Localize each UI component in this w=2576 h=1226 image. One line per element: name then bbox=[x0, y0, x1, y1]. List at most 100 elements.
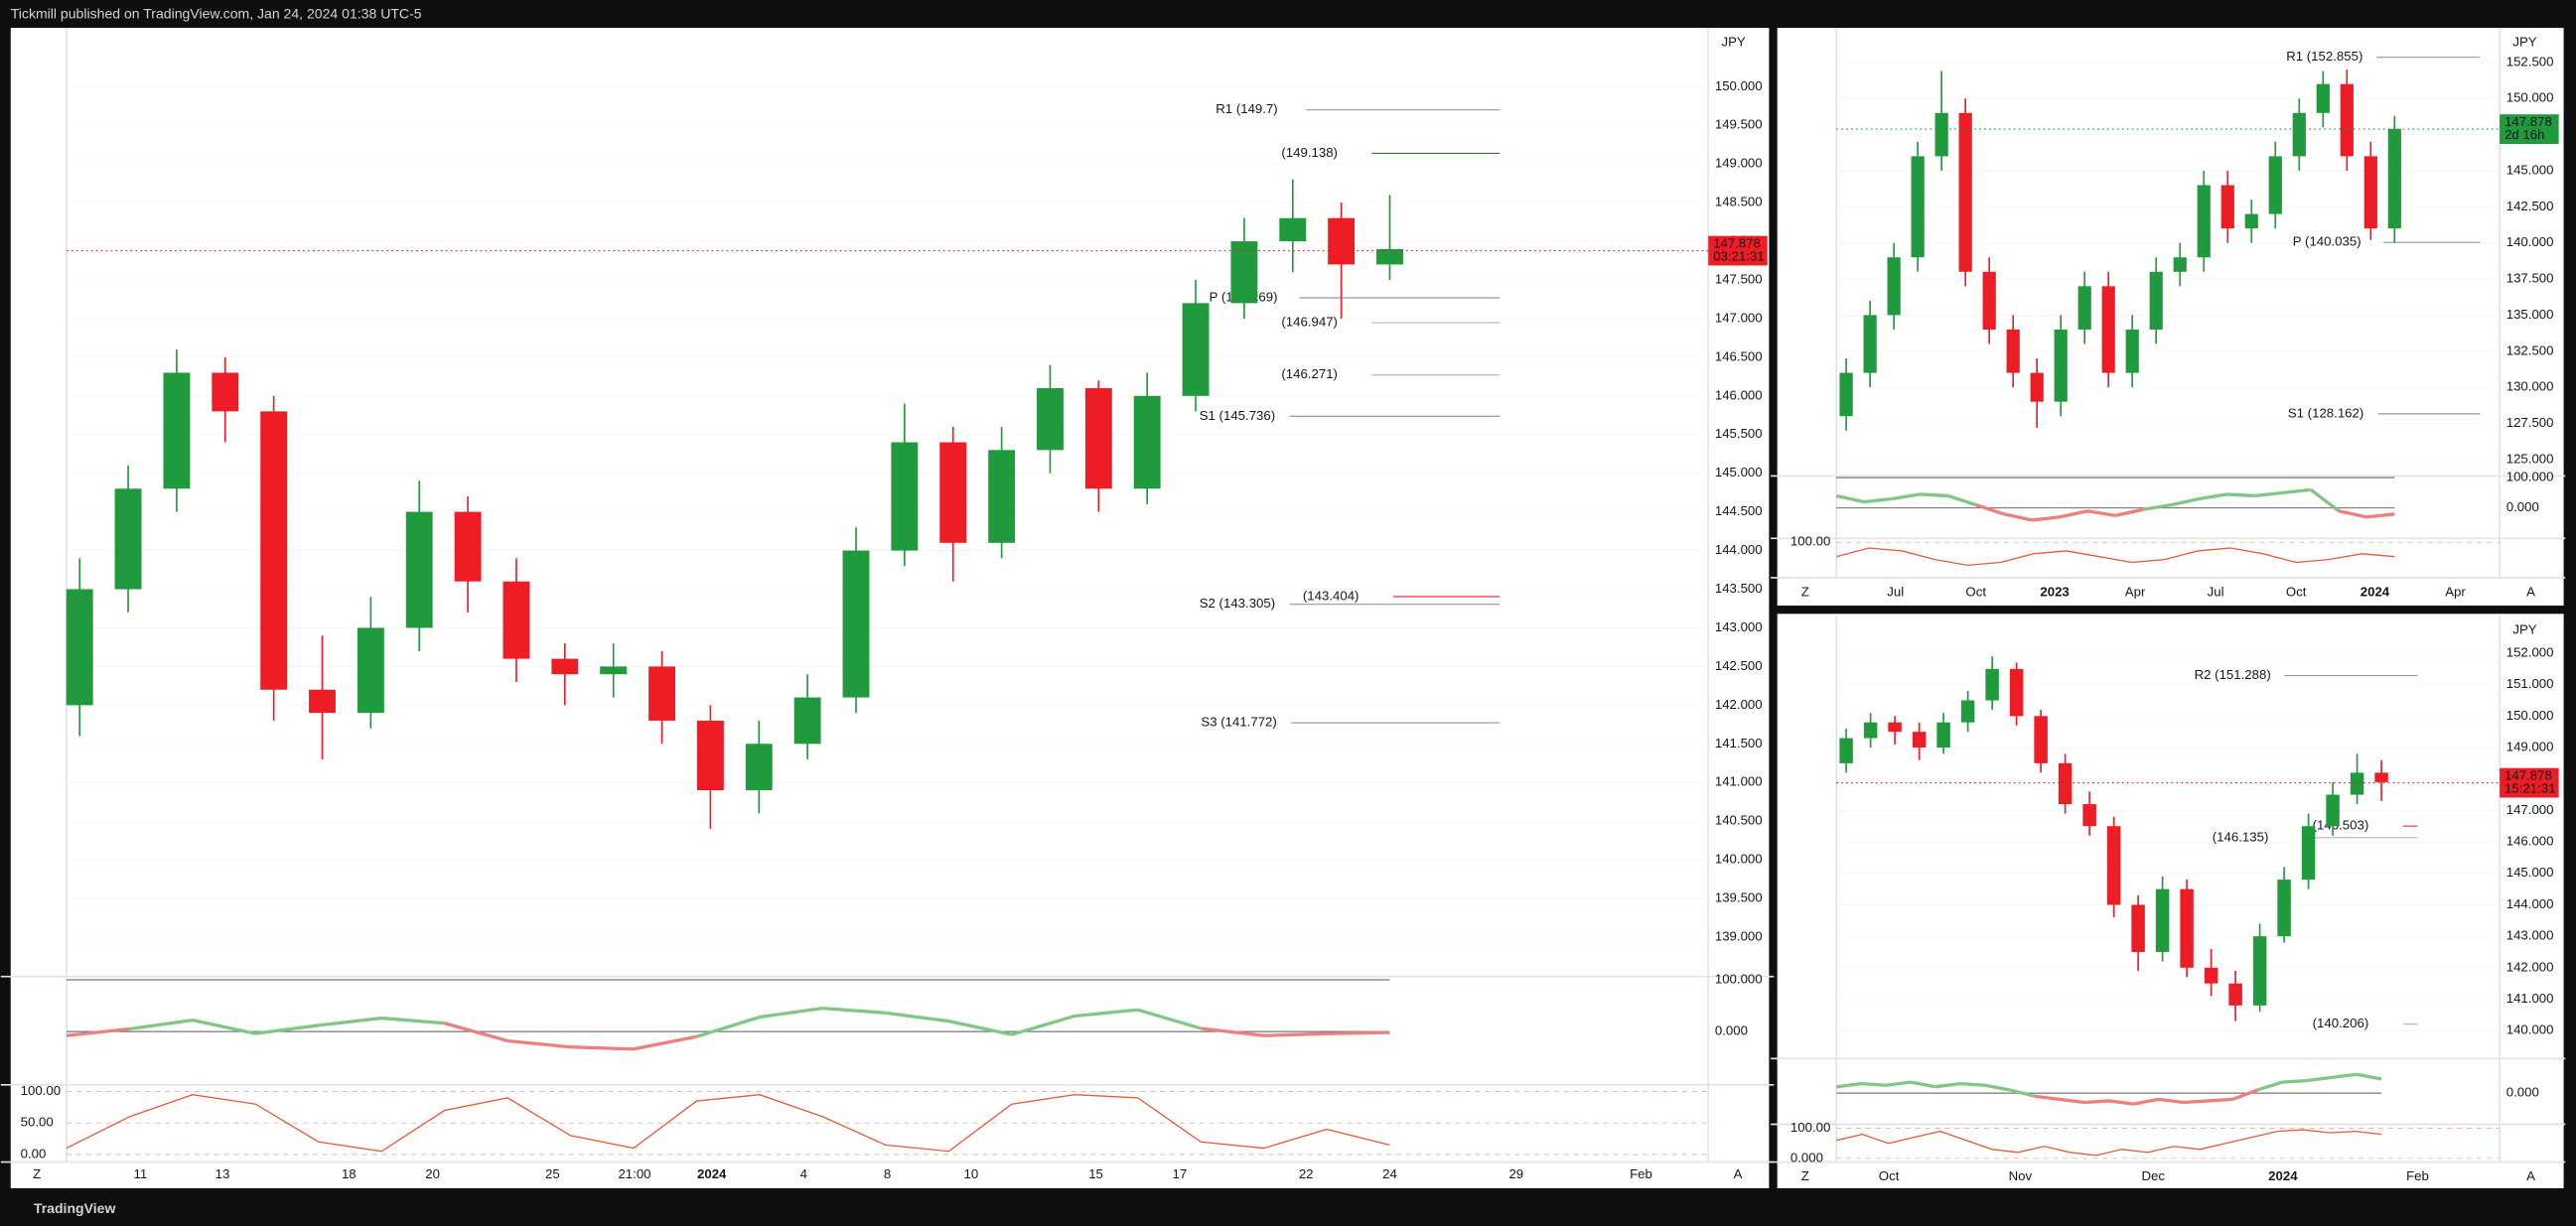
candle-body bbox=[1936, 722, 1950, 749]
brand: TradingView bbox=[34, 1200, 116, 1216]
osc-segment bbox=[2114, 507, 2144, 517]
osc-segment bbox=[885, 1011, 949, 1023]
pivot-label: R1 (152.855) bbox=[2286, 49, 2362, 64]
candle-body bbox=[1839, 372, 1853, 417]
daily-panel bbox=[1777, 613, 2564, 1188]
osc-segment bbox=[633, 1034, 697, 1051]
x-tick-label: Jul bbox=[2208, 584, 2224, 599]
candle-body bbox=[1863, 315, 1877, 373]
x-tick-label: 8 bbox=[884, 1166, 891, 1181]
x-tick-label: Oct bbox=[1965, 584, 1986, 599]
osc-segment bbox=[1864, 496, 1893, 504]
osc-segment bbox=[381, 1016, 445, 1025]
y-tick-label: 141.000 bbox=[1715, 774, 1763, 789]
stoch-line bbox=[66, 1094, 1390, 1153]
stoch-tick-label: 50.00 bbox=[21, 1115, 54, 1130]
candle-body bbox=[502, 581, 530, 659]
osc-segment bbox=[192, 1019, 256, 1035]
x-tick-label: 2024 bbox=[2361, 584, 2390, 599]
price-tag-countdown: 2d 16h bbox=[2504, 127, 2544, 142]
x-tick-label: 2024 bbox=[697, 1166, 727, 1181]
pivot-label: S1 (145.736) bbox=[1200, 408, 1275, 423]
x-tick-label: 4 bbox=[800, 1166, 807, 1181]
candle-body bbox=[2252, 936, 2267, 1006]
y-tick-label: 142.500 bbox=[2506, 199, 2554, 213]
osc-segment bbox=[2307, 1075, 2333, 1083]
x-tick-label: Dec bbox=[2142, 1168, 2166, 1183]
stoch-line bbox=[1836, 1129, 2382, 1157]
x-tick-label: Nov bbox=[2009, 1168, 2033, 1183]
y-tick-label: 139.500 bbox=[1715, 890, 1763, 905]
y-tick-label: 143.000 bbox=[1715, 619, 1763, 634]
osc-segment bbox=[1200, 1026, 1264, 1037]
osc-segment bbox=[2254, 490, 2284, 498]
candle-body bbox=[1960, 700, 1975, 723]
osc-segment bbox=[759, 1007, 823, 1020]
osc-segment bbox=[1934, 1082, 1961, 1089]
candle-body bbox=[1328, 217, 1356, 265]
candle-body bbox=[2155, 888, 2170, 952]
pivot-label: (143.404) bbox=[1303, 588, 1360, 603]
candle-body bbox=[745, 744, 773, 791]
candle-body bbox=[648, 666, 675, 721]
x-tick-label: 13 bbox=[215, 1166, 230, 1181]
y-tick-label: 142.500 bbox=[1715, 658, 1763, 673]
y-tick-label: 152.500 bbox=[2506, 54, 2554, 68]
x-tick-label: Apr bbox=[2125, 584, 2146, 599]
osc-segment bbox=[66, 1026, 130, 1037]
y-tick-label: 145.000 bbox=[2506, 162, 2554, 177]
osc-segment bbox=[1074, 1008, 1138, 1019]
x-tick-label: 2023 bbox=[2040, 584, 2069, 599]
candle-body bbox=[2340, 83, 2354, 157]
osc-tick-label: 100.000 bbox=[2506, 470, 2554, 484]
osc-segment bbox=[318, 1016, 382, 1027]
price-tag-countdown: 03:21:31 bbox=[1713, 249, 1764, 264]
axis-button: Z bbox=[1801, 584, 1809, 599]
candle-body bbox=[1084, 388, 1112, 489]
candle-body bbox=[2197, 185, 2211, 258]
x-tick-label: 15 bbox=[1088, 1166, 1103, 1181]
candle-body bbox=[1133, 395, 1161, 489]
candle-body bbox=[2034, 716, 2048, 763]
candle-body bbox=[212, 372, 239, 412]
candle-body bbox=[2204, 967, 2218, 984]
osc-segment bbox=[1885, 1080, 1912, 1087]
x-tick-label: 2024 bbox=[2268, 1168, 2298, 1183]
osc-tick-label: 0.000 bbox=[1715, 1023, 1748, 1038]
osc-segment bbox=[2282, 1078, 2308, 1084]
osc-segment bbox=[1920, 492, 1948, 498]
axis-button: Z bbox=[1801, 1168, 1809, 1183]
candle-body bbox=[357, 627, 384, 714]
osc-segment bbox=[2231, 1088, 2258, 1101]
y-tick-label: 144.000 bbox=[2506, 896, 2554, 911]
osc-segment bbox=[1910, 1080, 1936, 1089]
candle-body bbox=[163, 372, 191, 489]
candle-body bbox=[2006, 329, 2020, 373]
y-tick-label: 140.000 bbox=[1715, 852, 1763, 867]
candle-body bbox=[1230, 241, 1258, 304]
osc-segment bbox=[2199, 492, 2227, 501]
x-tick-label: 20 bbox=[425, 1166, 440, 1181]
candle-body bbox=[1279, 217, 1307, 242]
y-tick-label: 137.500 bbox=[2506, 271, 2554, 286]
y-tick-label: 135.000 bbox=[2506, 307, 2554, 322]
price-tag-value: 147.878 bbox=[1713, 235, 1761, 250]
candle-body bbox=[2277, 880, 2291, 937]
candle-body bbox=[2077, 286, 2091, 330]
candle-body bbox=[1982, 271, 1996, 330]
candle-body bbox=[309, 689, 336, 714]
candle-body bbox=[2350, 772, 2364, 795]
y-tick-label: 146.500 bbox=[1715, 348, 1763, 363]
osc-segment bbox=[2031, 515, 2061, 522]
pivot-label: (146.503) bbox=[2313, 818, 2369, 833]
osc-segment bbox=[2133, 1097, 2159, 1106]
candle-body bbox=[2268, 156, 2282, 214]
y-tick-label: 150.000 bbox=[2506, 90, 2554, 105]
x-tick-label: 29 bbox=[1508, 1166, 1523, 1181]
candle-body bbox=[1037, 388, 1064, 451]
y-tick-label: 149.000 bbox=[2506, 740, 2554, 754]
osc-segment bbox=[1975, 503, 2005, 516]
y-tick-label: 141.000 bbox=[2506, 991, 2554, 1006]
candle-body bbox=[1887, 257, 1901, 316]
